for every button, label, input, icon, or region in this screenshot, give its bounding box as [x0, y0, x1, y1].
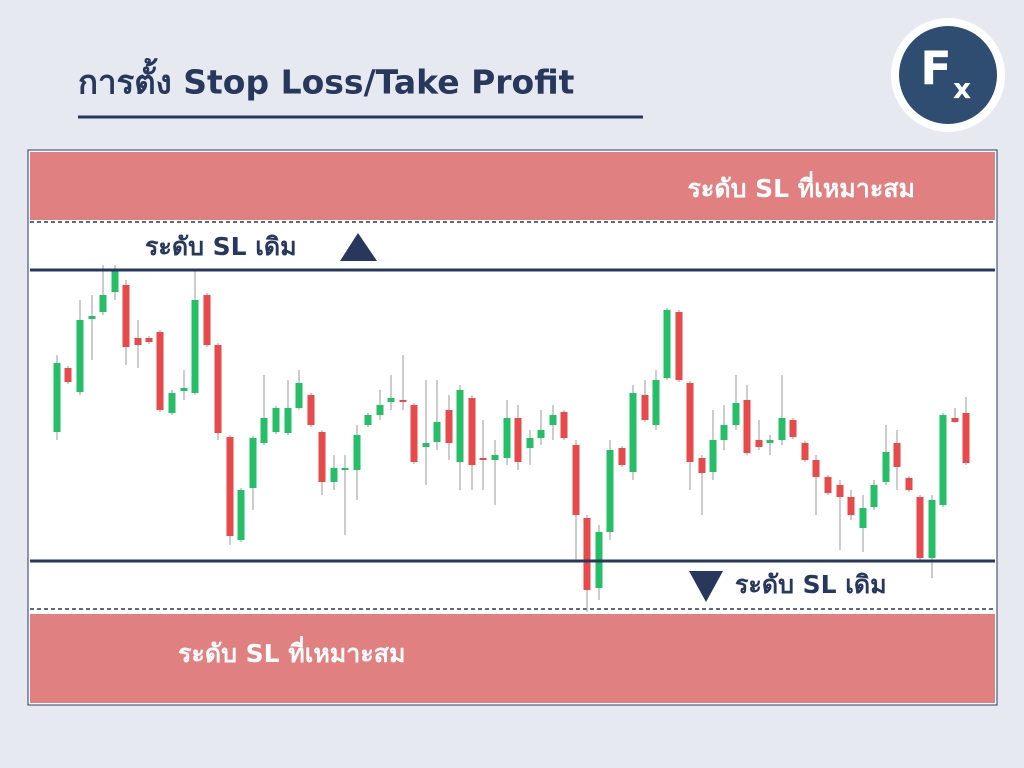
candle-body — [249, 438, 257, 488]
candle-body — [572, 445, 580, 515]
candle-body — [364, 415, 372, 425]
candle-body — [766, 440, 774, 443]
candle-body — [789, 420, 797, 437]
candle-body — [928, 500, 936, 558]
candle-body — [709, 440, 717, 472]
candle-body — [743, 400, 751, 453]
candle-body — [893, 443, 901, 467]
candle-body — [939, 415, 947, 505]
candle-body — [479, 458, 487, 460]
candle-body — [341, 468, 349, 470]
candle-body — [422, 443, 430, 447]
candle-body — [824, 477, 832, 493]
candle-body — [720, 425, 728, 440]
candle-body — [456, 390, 464, 462]
candle-body — [801, 443, 809, 460]
upper-band-label: ระดับ SL ที่เหมาะสม — [688, 171, 916, 203]
candle-body — [399, 400, 407, 402]
candle-body — [122, 285, 130, 347]
candle-body — [905, 478, 913, 490]
candle-body — [732, 403, 740, 425]
candle-body — [318, 432, 326, 482]
candle-body — [214, 345, 222, 433]
candle-body — [675, 312, 683, 380]
candle-body — [951, 418, 959, 422]
candle-body — [99, 295, 107, 312]
candle-body — [812, 460, 820, 477]
logo-disc — [899, 26, 997, 124]
candle-body — [652, 380, 660, 425]
candle-body — [560, 412, 568, 438]
candle-body — [64, 368, 72, 382]
candle-body — [156, 332, 164, 410]
candle-body — [606, 450, 614, 532]
candle-body — [145, 338, 153, 342]
candle-body — [847, 497, 855, 515]
title: การตั้ง Stop Loss/Take Profit — [78, 58, 575, 102]
candles — [53, 265, 970, 612]
candle-body — [663, 310, 671, 378]
candle-body — [641, 395, 649, 420]
logo-letter: F — [920, 42, 951, 96]
candle-body — [526, 438, 534, 448]
upper-band — [30, 152, 995, 220]
candle-body — [445, 410, 453, 443]
candle-body — [870, 485, 878, 507]
candle-body — [698, 458, 706, 473]
candle-body — [537, 430, 545, 438]
candle-body — [859, 508, 867, 528]
candle-body — [387, 398, 395, 402]
candle-body — [88, 316, 96, 319]
candle-body — [491, 455, 499, 460]
candle-body — [191, 300, 199, 393]
candle-body — [755, 440, 763, 447]
candle-body — [433, 422, 441, 442]
lower-line-label: ระดับ SL เดิม — [735, 570, 887, 599]
candle-body — [376, 405, 384, 415]
candle-body — [583, 518, 591, 590]
candle-body — [330, 468, 338, 482]
candle-body — [629, 393, 637, 472]
candle-body — [53, 363, 61, 432]
candle-body — [284, 408, 292, 433]
candle-body — [410, 405, 418, 462]
candle-body — [180, 388, 188, 391]
candle-body — [260, 418, 268, 443]
candle-body — [962, 413, 970, 463]
up-arrow — [340, 233, 377, 261]
candle-body — [514, 418, 522, 462]
candle-body — [134, 338, 142, 345]
candle-body — [307, 395, 315, 425]
candle-body — [353, 435, 361, 470]
candle-body — [295, 383, 303, 408]
candle-body — [503, 418, 511, 458]
lower-band-label: ระดับ SL ที่เหมาะสม — [178, 636, 406, 668]
candle-body — [916, 497, 924, 558]
candle-body — [76, 320, 84, 392]
candle-body — [836, 485, 844, 497]
down-arrow — [689, 571, 723, 602]
candle-body — [468, 398, 476, 465]
candle-body — [618, 448, 626, 465]
upper-line-label: ระดับ SL เดิม — [145, 232, 297, 261]
candle-body — [168, 393, 176, 413]
candle-body — [226, 437, 234, 536]
logo: F x — [891, 18, 1005, 132]
candle-body — [237, 490, 245, 540]
lower-band — [30, 614, 995, 703]
candle-body — [549, 415, 557, 425]
candle-body — [111, 270, 119, 292]
chart-frame — [27, 149, 998, 706]
candle-body — [882, 452, 890, 482]
candle-body — [272, 408, 280, 432]
candle-body — [778, 418, 786, 440]
candle-body — [686, 383, 694, 462]
candle-body — [203, 295, 211, 345]
logo-subscript: x — [953, 72, 971, 105]
